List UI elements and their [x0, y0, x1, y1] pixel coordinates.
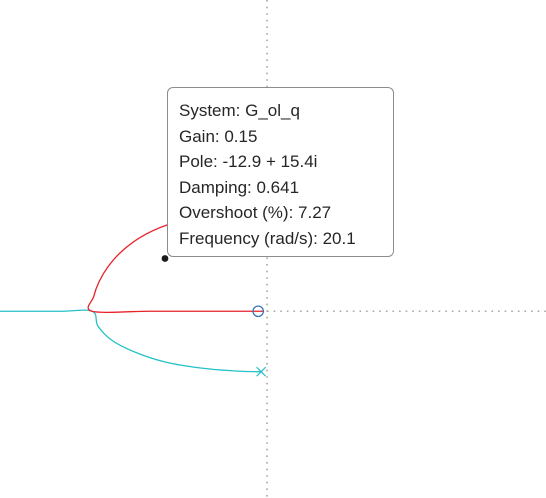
- selected-point-marker[interactable]: [161, 255, 169, 262]
- axes: [266, 0, 546, 498]
- pole-zero-markers: [161, 255, 267, 377]
- pole-marker[interactable]: [256, 366, 267, 377]
- zero-marker[interactable]: [252, 305, 264, 318]
- data-tip-overshoot: Overshoot (%): 7.27: [179, 203, 332, 222]
- data-tip-system: System: G_ol_q: [179, 101, 300, 120]
- data-tip-damping: Damping: 0.641: [179, 177, 300, 197]
- data-tip-frequency: Frequency (rad/s): 20.1: [179, 228, 356, 248]
- locus-branch-2[interactable]: [0, 309, 263, 373]
- data-tip-gain: Gain: 0.15: [179, 126, 258, 146]
- data-tip-pole: Pole: -12.9 + 15.4i: [179, 152, 318, 171]
- data-tip: System: G_ol_q Gain: 0.15 Pole: -12.9 + …: [167, 87, 394, 257]
